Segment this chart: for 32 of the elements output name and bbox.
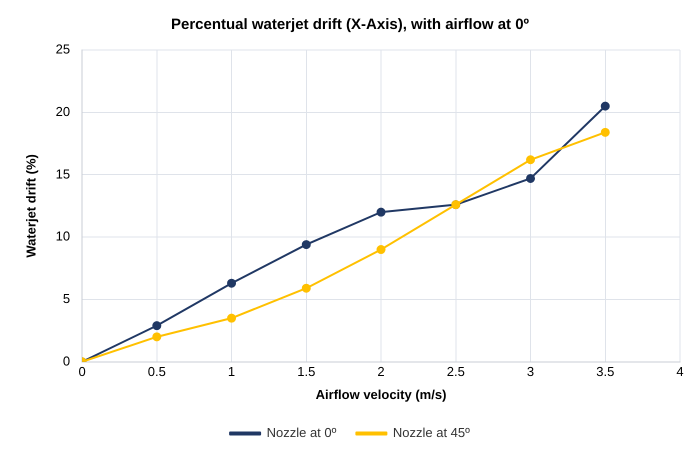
x-tick-label: 0 [78, 364, 86, 380]
legend-label: Nozzle at 0º [266, 425, 337, 440]
x-tick-label: 1 [228, 364, 236, 380]
x-tick-label: 3 [526, 364, 534, 380]
x-tick-label: 0.5 [148, 364, 166, 380]
y-tick-label: 10 [56, 228, 70, 244]
x-tick-label: 4 [676, 364, 684, 380]
chart-title: Percentual waterjet drift (X-Axis), with airflow at 0º [170, 16, 530, 34]
legend-label: Nozzle at 45º [392, 425, 470, 440]
point [227, 314, 236, 323]
x-tick-label: 1.5 [297, 364, 316, 380]
point [600, 102, 610, 111]
x-tick-label: 3.5 [596, 364, 614, 380]
point [152, 321, 162, 330]
y-tick-label: 20 [56, 104, 70, 119]
point [526, 155, 536, 164]
point [227, 278, 236, 288]
y-tick-label: 15 [56, 166, 70, 182]
point [376, 208, 386, 217]
x-tick-label: 2 [377, 364, 385, 380]
x-tick-label: 2.5 [446, 364, 465, 380]
point [376, 245, 386, 254]
point [526, 174, 536, 183]
point [600, 128, 610, 137]
point [302, 240, 311, 250]
point [152, 332, 162, 342]
y-tick-label: 25 [56, 42, 70, 57]
x-axis-title: Airflow velocity (m/s) [316, 386, 446, 402]
y-tick-label: 0 [62, 353, 70, 368]
y-axis-title: Waterjet drift (%) [23, 154, 38, 258]
point [302, 284, 311, 293]
y-tick-label: 5 [62, 291, 70, 306]
